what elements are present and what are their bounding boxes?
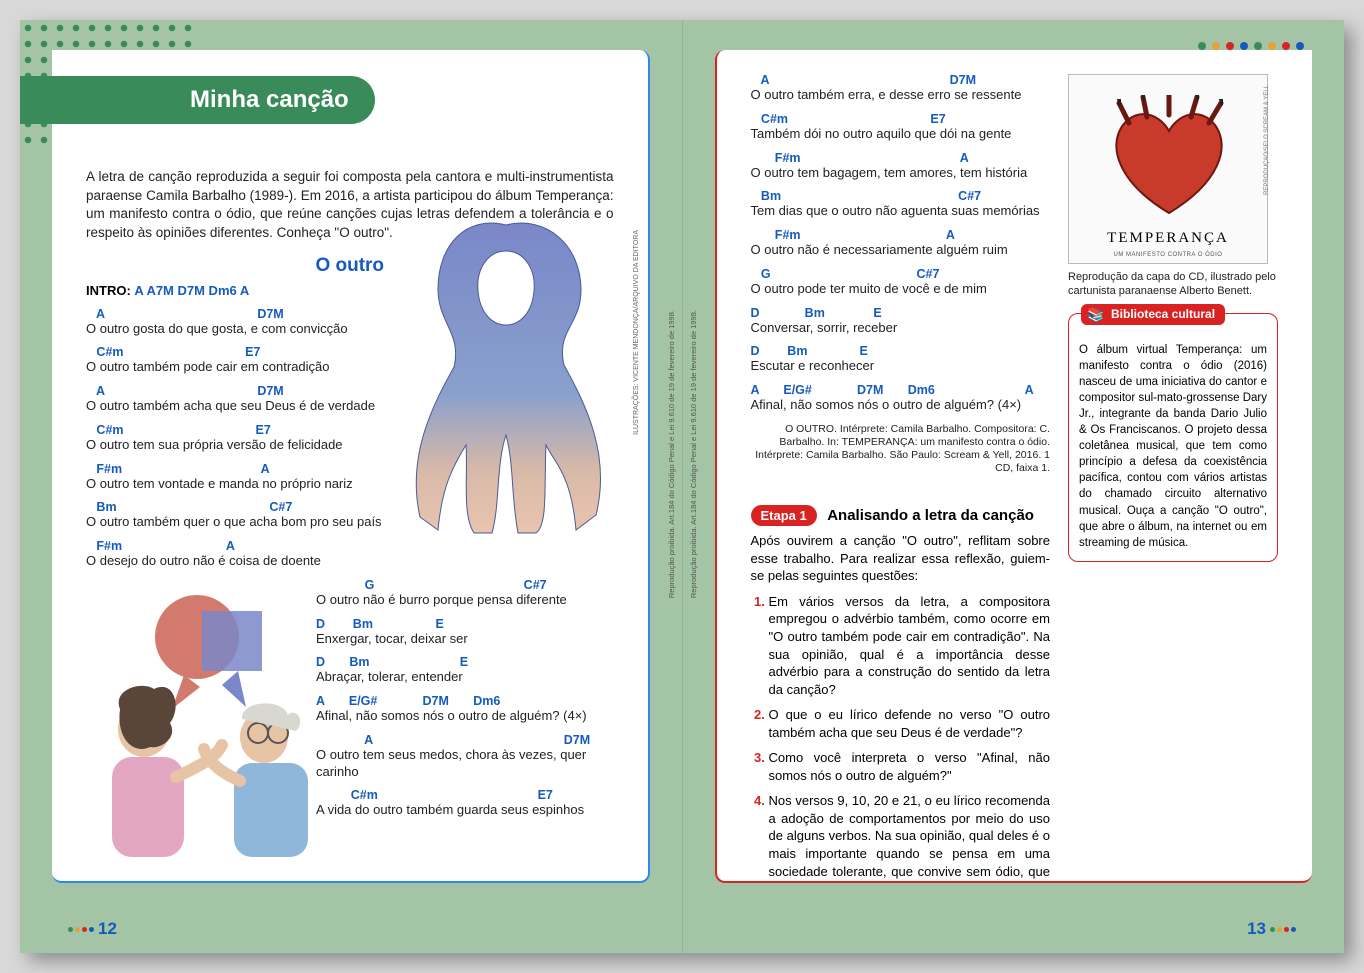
chord-line: Bm C#7 bbox=[751, 190, 1051, 203]
verse: Bm C#7Tem dias que o outro não aguenta s… bbox=[751, 190, 1051, 220]
lyric-line: Também dói no outro aquilo que dói na ge… bbox=[751, 126, 1051, 143]
chord-line: F#m A bbox=[86, 540, 466, 553]
etapa-title: Analisando a letra da canção bbox=[827, 507, 1034, 524]
page-number-left: 12 bbox=[64, 919, 117, 939]
lyric-line: O outro também erra, e desse erro se res… bbox=[751, 87, 1051, 104]
question-item: Nos versos 9, 10, 20 e 21, o eu lírico r… bbox=[769, 792, 1051, 883]
right-sheet: A D7MO outro também erra, e desse erro s… bbox=[715, 50, 1313, 883]
question-list: Em vários versos da letra, a compositora… bbox=[751, 593, 1051, 883]
etapa-intro: Após ouvirem a canção "O outro", reflita… bbox=[751, 532, 1051, 585]
verse: D Bm EEscutar e reconhecer bbox=[751, 345, 1051, 375]
lyric-line: O desejo do outro não é coisa de doente bbox=[86, 553, 466, 570]
lyric-line: O outro não é necessariamente alguém rui… bbox=[751, 242, 1051, 259]
lyric-line: Afinal, não somos nós o outro de alguém?… bbox=[751, 397, 1051, 414]
intro-label: INTRO: bbox=[86, 283, 131, 298]
lyrics-right: A D7MO outro também erra, e desse erro s… bbox=[751, 74, 1051, 414]
chord-line: A E/G# D7M Dm6 A bbox=[751, 384, 1051, 397]
right-side-column: TEMPERANÇA UM MANIFESTO CONTRA O ÓDIO RE… bbox=[1068, 74, 1278, 883]
copyright-text-left: Reprodução proibida. Art.184 do Código P… bbox=[667, 310, 676, 598]
cd-cover-box: TEMPERANÇA UM MANIFESTO CONTRA O ÓDIO RE… bbox=[1068, 74, 1278, 299]
page-number-right: 13 bbox=[1247, 919, 1300, 939]
illustration-credit: ILUSTRAÇÕES: VICENTE MENDONÇA/ARQUIVO DA… bbox=[633, 230, 640, 435]
cd-subtitle-text: UM MANIFESTO CONTRA O ÓDIO bbox=[1069, 252, 1267, 258]
etapa-badge: Etapa 1 bbox=[751, 505, 817, 526]
intro-chords: A A7M D7M Dm6 A bbox=[134, 283, 249, 298]
verse: A D7MO outro também erra, e desse erro s… bbox=[751, 74, 1051, 104]
question-item: O que o eu lírico defende no verso "O ou… bbox=[769, 706, 1051, 741]
song-source-citation: O OUTRO. Intérprete: Camila Barbalho. Co… bbox=[751, 423, 1051, 476]
cd-cover-image: TEMPERANÇA UM MANIFESTO CONTRA O ÓDIO RE… bbox=[1068, 74, 1268, 264]
verse: F#m AO desejo do outro não é coisa de do… bbox=[86, 540, 466, 570]
lyric-line: Tem dias que o outro não aguenta suas me… bbox=[751, 203, 1051, 220]
left-sheet: A letra de canção reproduzida a seguir f… bbox=[52, 50, 650, 883]
cd-image-credit: REPRODUÇÃO/SELO SCREAM & YELL bbox=[1264, 85, 1270, 195]
chord-line: D Bm E bbox=[751, 345, 1051, 358]
verse: C#m E7Também dói no outro aquilo que dói… bbox=[751, 113, 1051, 143]
verse: D Bm EConversar, sorrir, receber bbox=[751, 307, 1051, 337]
chord-line: G C#7 bbox=[751, 268, 1051, 281]
copyright-text-right: Reprodução proibida. Art.184 do Código P… bbox=[689, 310, 698, 598]
book-spread: Minha canção A letra de canção reproduzi… bbox=[20, 20, 1344, 953]
right-main-column: A D7MO outro também erra, e desse erro s… bbox=[751, 74, 1051, 883]
biblioteca-text: O álbum virtual Temperança: um manifesto… bbox=[1079, 344, 1267, 549]
verse: F#m AO outro tem bagagem, tem amores, te… bbox=[751, 152, 1051, 182]
biblioteca-cultural-box: Biblioteca cultural O álbum virtual Temp… bbox=[1068, 313, 1278, 562]
question-item: Como você interpreta o verso "Afinal, nã… bbox=[769, 749, 1051, 784]
verse: G C#7O outro pode ter muito de você e de… bbox=[751, 268, 1051, 298]
lyric-line: O outro tem bagagem, tem amores, tem his… bbox=[751, 165, 1051, 182]
lyric-line: O outro pode ter muito de você e de mim bbox=[751, 281, 1051, 298]
biblioteca-tag: Biblioteca cultural bbox=[1081, 304, 1225, 325]
silhouette-illustration bbox=[396, 215, 626, 535]
cd-caption: Reprodução da capa do CD, ilustrado pelo… bbox=[1068, 270, 1278, 299]
question-item: Em vários versos da letra, a compositora… bbox=[769, 593, 1051, 698]
verse: A E/G# D7M Dm6 AAfinal, não somos nós o … bbox=[751, 384, 1051, 414]
verse: F#m AO outro não é necessariamente algué… bbox=[751, 229, 1051, 259]
page-right: A D7MO outro também erra, e desse erro s… bbox=[683, 20, 1345, 953]
chord-line: F#m A bbox=[751, 229, 1051, 242]
lyric-line: Conversar, sorrir, receber bbox=[751, 320, 1051, 337]
chord-line: C#m E7 bbox=[751, 113, 1051, 126]
section-title: Minha canção bbox=[20, 76, 375, 124]
chord-line: F#m A bbox=[751, 152, 1051, 165]
lyric-line: Escutar e reconhecer bbox=[751, 358, 1051, 375]
people-talking-illustration bbox=[82, 589, 362, 859]
cd-title-text: TEMPERANÇA bbox=[1069, 230, 1267, 247]
chord-line: A D7M bbox=[751, 74, 1051, 87]
page-left: Minha canção A letra de canção reproduzi… bbox=[20, 20, 683, 953]
chord-line: D Bm E bbox=[751, 307, 1051, 320]
